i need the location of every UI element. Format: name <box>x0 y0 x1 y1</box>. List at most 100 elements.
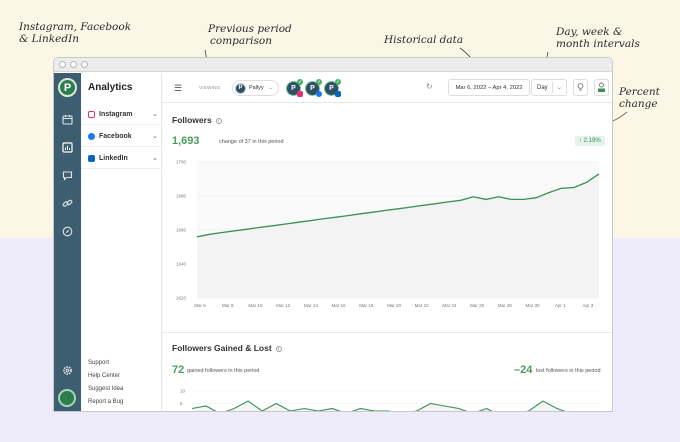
gained-line <box>191 400 566 411</box>
followers-total: 1,693 <box>172 135 200 147</box>
account-initial: P <box>329 85 334 92</box>
icon-rail: P <box>54 73 81 411</box>
sidebar-divider <box>81 124 162 125</box>
followers-area <box>197 173 599 298</box>
check-icon: ✓ <box>297 79 303 85</box>
window-minimize-button[interactable] <box>70 61 77 68</box>
instagram-icon <box>297 91 303 97</box>
lost-note: lost followers in this period <box>536 368 601 374</box>
app-window: P Analytics Instagram ⌄ Fac <box>53 57 613 412</box>
sidebar-item-facebook[interactable]: Facebook ⌄ <box>88 129 158 143</box>
facebook-icon <box>88 132 95 140</box>
x-tick-label: Mar 12 <box>276 303 291 308</box>
pallyy-logo[interactable]: P <box>58 78 77 97</box>
interval-select[interactable]: Day ⌄ <box>531 79 567 96</box>
annotation-social-line1: Instagram, Facebook <box>19 21 132 33</box>
profile-avatar: P <box>235 82 246 94</box>
refresh-icon[interactable]: ↻ <box>426 82 433 91</box>
x-tick-label: Apr 3 <box>583 303 594 308</box>
annotation-intervals-line2: month intervals <box>556 38 640 50</box>
check-icon: ✓ <box>316 79 322 85</box>
help-center-link[interactable]: Help Center <box>88 373 121 379</box>
settings-icon[interactable] <box>62 365 73 376</box>
calendar-icon[interactable] <box>62 114 73 125</box>
account-facebook[interactable]: P ✓ <box>305 79 322 97</box>
chevron-down-icon: ⌄ <box>556 85 562 91</box>
y-tick-label: 1640 <box>176 262 187 267</box>
annotation-previous-line1: Previous period <box>208 23 292 35</box>
x-tick-label: Mar 6 <box>194 303 206 308</box>
chevron-down-icon: ⌄ <box>152 155 158 162</box>
y-tick-label: 1620 <box>176 296 187 301</box>
sidebar-divider <box>81 168 162 169</box>
account-linkedin[interactable]: P ✓ <box>324 79 341 97</box>
analytics-sidebar: Analytics Instagram ⌄ Facebook ⌄ LinkedI… <box>81 73 162 411</box>
menu-icon[interactable]: ☰ <box>174 83 183 93</box>
window-close-button[interactable] <box>59 61 66 68</box>
followers-title-text: Followers <box>172 115 212 125</box>
account-initial: P <box>310 85 315 92</box>
x-tick-label: Mar 26 <box>470 303 485 308</box>
x-tick-label: Mar 28 <box>498 303 513 308</box>
account-instagram[interactable]: P ✓ <box>286 79 303 97</box>
window-maximize-button[interactable] <box>81 61 88 68</box>
top-bar: ☰ VIEWING P Pallyy ⌄ P ✓ P ✓ P ✓ ↻ Mar 6… <box>162 73 612 103</box>
export-button[interactable] <box>594 79 609 96</box>
y-tick-label: 5 <box>180 401 183 406</box>
analytics-icon[interactable] <box>62 142 73 153</box>
export-icon <box>598 82 605 92</box>
annotation-percent-line1: Percent <box>619 86 660 98</box>
interval-value: Day <box>537 84 548 91</box>
chevron-down-icon: ⌄ <box>152 111 158 118</box>
report-bug-link[interactable]: Report a Bug <box>88 399 124 405</box>
x-tick-label: Mar 18 <box>359 303 374 308</box>
percent-change-badge: ↑ 2.19% <box>575 136 605 146</box>
annotation-social: Instagram, Facebook & LinkedIn <box>19 21 131 45</box>
user-avatar[interactable] <box>58 389 76 407</box>
x-tick-label: Mar 10 <box>248 303 263 308</box>
sidebar-item-label: Facebook <box>99 132 132 140</box>
sidebar-divider <box>81 146 162 147</box>
viewing-label: VIEWING <box>199 85 221 90</box>
annotation-previous: Previous period comparison <box>208 23 292 47</box>
gained-count: 72 <box>172 364 185 376</box>
x-tick-label: Mar 16 <box>332 303 347 308</box>
sidebar-item-linkedin[interactable]: LinkedIn ⌄ <box>88 151 158 165</box>
check-icon: ✓ <box>335 79 341 85</box>
info-icon[interactable]: i <box>275 346 282 352</box>
y-tick-label: 10 <box>180 389 186 394</box>
suggest-idea-link[interactable]: Suggest Idea <box>88 386 124 392</box>
sidebar-item-label: Instagram <box>99 110 133 118</box>
window-titlebar <box>54 58 612 72</box>
x-tick-label: Mar 14 <box>304 303 319 308</box>
compass-icon[interactable] <box>62 226 73 237</box>
linkedin-icon <box>88 154 95 162</box>
x-tick-label: Mar 20 <box>387 303 402 308</box>
gained-lost-title-text: Followers Gained & Lost <box>172 343 272 353</box>
sidebar-item-instagram[interactable]: Instagram ⌄ <box>88 107 158 121</box>
annotation-intervals: Day, week & month intervals <box>556 26 640 50</box>
lightbulb-icon <box>577 83 584 91</box>
date-range-picker[interactable]: Mar 6, 2022 – Apr 4, 2022 <box>448 79 530 96</box>
annotation-previous-line2: comparison <box>210 35 272 47</box>
x-tick-label: Apr 1 <box>555 303 566 308</box>
x-tick-label: Mar 30 <box>525 303 540 308</box>
support-link[interactable]: Support <box>88 360 110 366</box>
gained-area <box>192 401 564 411</box>
chat-icon[interactable] <box>62 170 73 181</box>
annotation-percent: Percent change <box>619 86 660 110</box>
linkedin-icon <box>335 91 341 97</box>
profile-selector[interactable]: P Pallyy ⌄ <box>232 80 279 96</box>
chevron-down-icon: ⌄ <box>152 133 158 140</box>
y-tick-label: 1660 <box>176 228 187 233</box>
analytics-main: Followers i 1,693 change of 37 in this pe… <box>162 104 612 411</box>
x-tick-label: Mar 22 <box>415 303 430 308</box>
info-icon[interactable]: i <box>215 118 222 124</box>
lightbulb-button[interactable] <box>573 79 588 96</box>
followers-change-note: change of 37 in this period <box>219 139 284 145</box>
link-icon[interactable] <box>62 198 73 209</box>
x-tick-label: Mar 8 <box>222 303 234 308</box>
sidebar-item-label: LinkedIn <box>99 154 128 162</box>
y-tick-label: 1700 <box>176 160 187 165</box>
